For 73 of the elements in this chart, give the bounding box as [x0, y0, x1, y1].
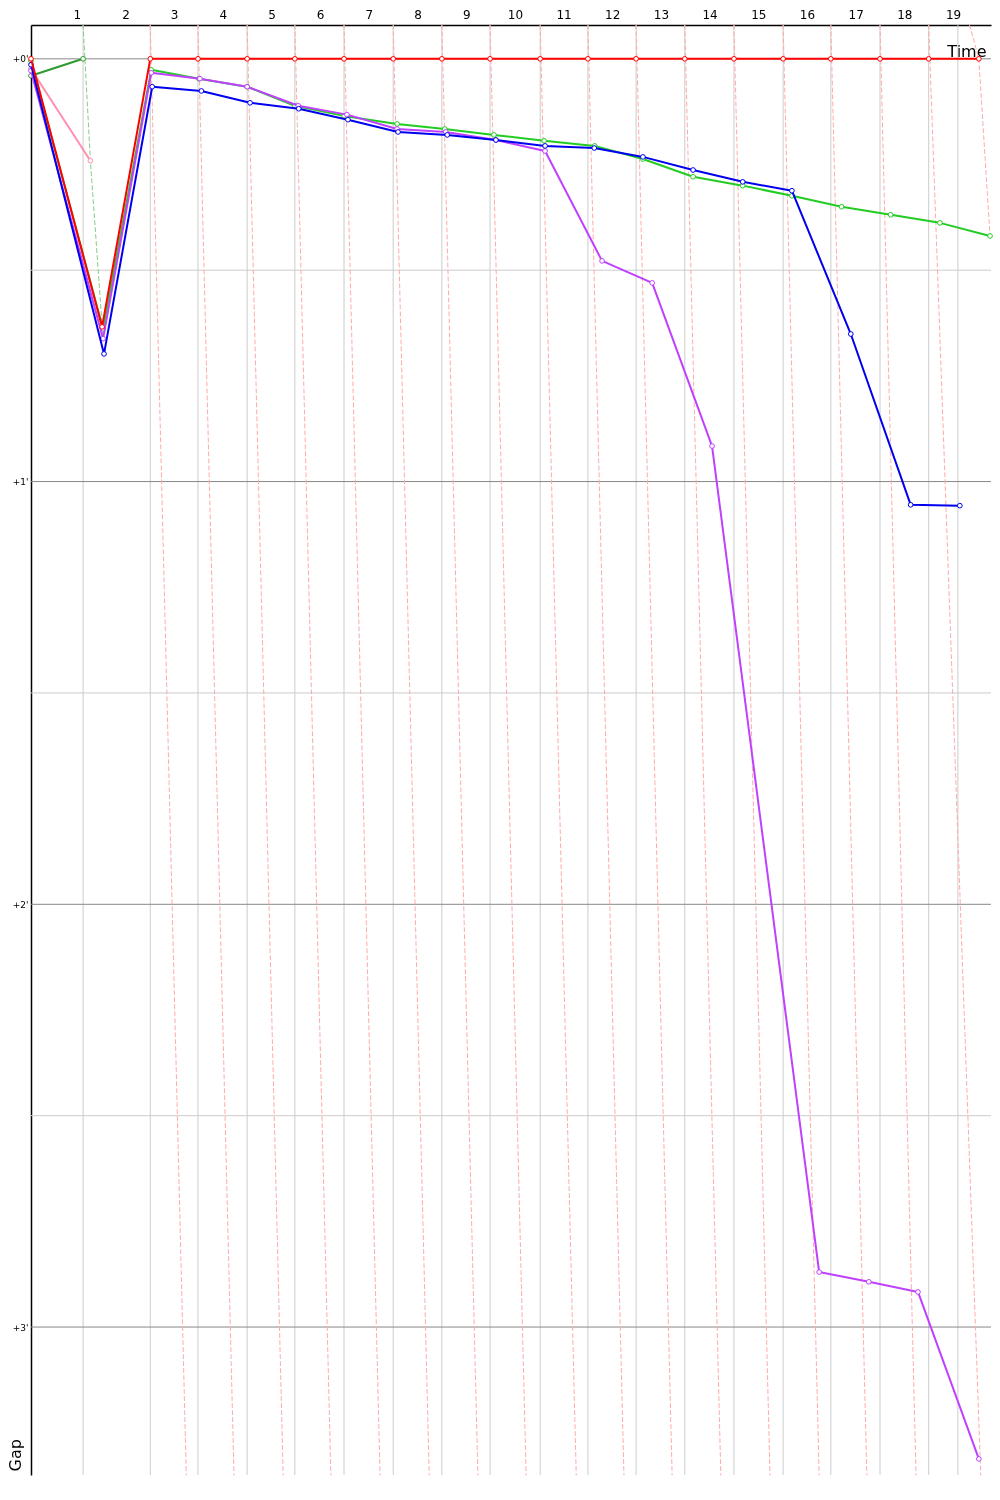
point [739, 179, 746, 185]
point [847, 331, 854, 337]
point [147, 55, 154, 62]
point [731, 55, 737, 62]
x-tick-label: 7 [365, 7, 374, 22]
y-tick-label: +1' [12, 477, 29, 488]
x-tick-label: 10 [507, 7, 524, 22]
point [439, 55, 445, 62]
point [542, 148, 548, 154]
point [599, 258, 605, 264]
point [487, 55, 493, 62]
point [341, 55, 347, 62]
point [975, 1456, 982, 1462]
point [345, 116, 351, 123]
point [149, 83, 156, 90]
point [390, 55, 397, 62]
point [690, 167, 696, 173]
y-axis-title: Gap [5, 1439, 25, 1472]
x-tick-label: 1 [73, 7, 82, 22]
x-tick-label: 3 [170, 7, 179, 22]
y-tick-label: +0' [12, 54, 29, 65]
point [925, 55, 932, 62]
point [877, 55, 883, 62]
x-tick-label: 15 [751, 7, 767, 22]
x-axis-title: Time [946, 41, 987, 61]
point [195, 55, 201, 62]
x-tick-label: 16 [799, 7, 816, 22]
point [649, 280, 656, 286]
point [585, 55, 591, 62]
point [100, 335, 106, 342]
y-tick-label: +2' [12, 899, 29, 910]
point [101, 351, 107, 357]
point [887, 211, 894, 218]
x-tick-label: 5 [268, 7, 276, 22]
point [247, 99, 253, 106]
point [87, 157, 94, 164]
point [838, 203, 845, 210]
point [987, 233, 993, 239]
x-tick-label: 19 [945, 7, 962, 22]
x-tick-label: 4 [219, 7, 228, 22]
point [907, 501, 914, 508]
point [681, 55, 688, 62]
point [541, 137, 547, 144]
x-tick-label: 11 [556, 7, 572, 22]
point [915, 1289, 921, 1295]
x-tick-label: 14 [702, 7, 718, 22]
x-tick-label: 6 [316, 7, 325, 22]
point [491, 132, 497, 138]
point [789, 187, 795, 194]
point [780, 55, 786, 62]
x-tick-label: 18 [897, 7, 913, 22]
x-tick-label: 17 [848, 7, 864, 22]
x-tick-label: 9 [462, 7, 471, 22]
point [394, 121, 400, 127]
point [292, 55, 298, 62]
point [198, 88, 205, 94]
x-tick-label: 2 [122, 7, 130, 22]
point [80, 55, 86, 62]
point [865, 1278, 872, 1285]
x-tick-label: 12 [605, 7, 621, 22]
point [537, 55, 544, 62]
y-tick-label: +3' [12, 1322, 29, 1333]
x-tick-label: 13 [653, 7, 670, 22]
point [937, 220, 943, 226]
point [827, 55, 834, 62]
point [690, 173, 696, 180]
point [542, 143, 548, 149]
point [957, 502, 963, 509]
x-tick-label: 8 [414, 7, 422, 22]
point [633, 55, 639, 62]
point [816, 1269, 822, 1275]
point [244, 55, 250, 62]
point [709, 443, 715, 449]
